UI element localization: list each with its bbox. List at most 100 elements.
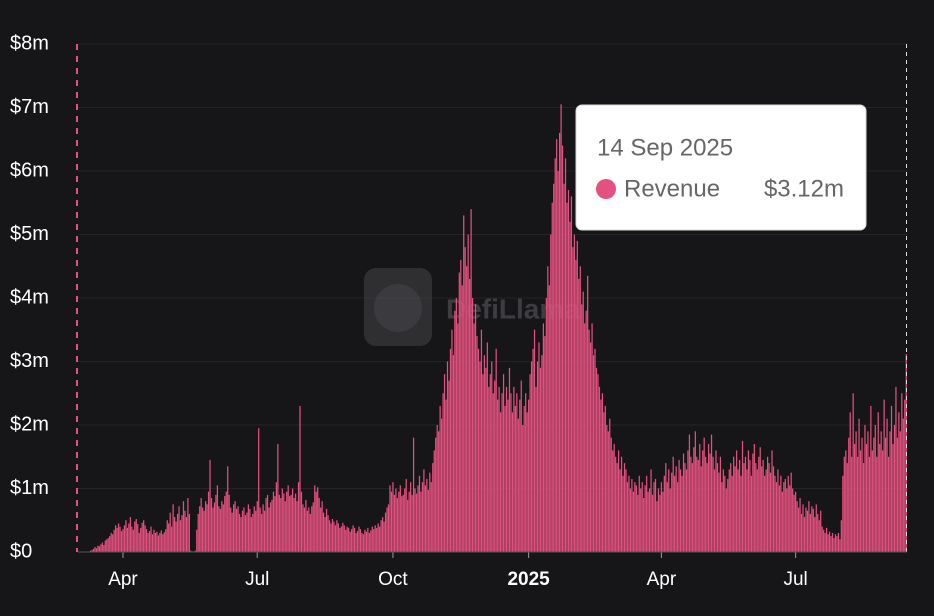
bar bbox=[852, 393, 854, 552]
bar bbox=[151, 534, 154, 552]
bar bbox=[442, 393, 444, 552]
bar bbox=[395, 488, 397, 552]
bar bbox=[641, 482, 643, 552]
bar bbox=[858, 418, 860, 552]
bar bbox=[268, 507, 270, 552]
x-tick-label: Jul bbox=[245, 569, 269, 590]
bar bbox=[610, 437, 612, 552]
bar bbox=[618, 450, 620, 552]
bar bbox=[678, 459, 680, 552]
bar bbox=[855, 431, 857, 552]
bar bbox=[184, 510, 186, 552]
bar bbox=[216, 485, 219, 552]
bar bbox=[399, 485, 401, 552]
bar bbox=[258, 428, 260, 552]
bar bbox=[126, 527, 129, 552]
bar bbox=[333, 521, 335, 552]
bar bbox=[464, 247, 466, 552]
bar bbox=[244, 515, 247, 552]
bar bbox=[246, 512, 248, 552]
bar bbox=[374, 525, 376, 552]
bar bbox=[274, 496, 276, 552]
bar bbox=[293, 498, 295, 552]
bar bbox=[252, 513, 254, 552]
bar bbox=[296, 501, 298, 552]
bar bbox=[563, 183, 565, 552]
bar bbox=[606, 425, 608, 552]
tooltip-value: $3.12m bbox=[764, 175, 844, 202]
bar bbox=[556, 139, 558, 552]
bar bbox=[831, 532, 834, 552]
bar bbox=[629, 488, 632, 552]
bar bbox=[408, 491, 410, 552]
bar bbox=[210, 498, 213, 552]
bar bbox=[289, 496, 291, 552]
bar bbox=[407, 499, 409, 552]
bar bbox=[718, 472, 720, 552]
y-tick-label: $6m bbox=[10, 159, 49, 181]
y-tick-label: $5m bbox=[10, 223, 49, 245]
bar bbox=[553, 183, 555, 552]
bar bbox=[187, 498, 189, 552]
bar bbox=[668, 469, 670, 552]
bar bbox=[501, 393, 503, 552]
bar bbox=[140, 527, 142, 552]
bar bbox=[368, 532, 370, 552]
bar bbox=[859, 450, 862, 552]
bar bbox=[156, 531, 158, 552]
bar bbox=[620, 456, 623, 552]
bar bbox=[225, 491, 227, 552]
bar bbox=[132, 529, 134, 552]
bar bbox=[95, 548, 98, 552]
bar bbox=[893, 425, 896, 552]
y-tick-label: $8m bbox=[10, 32, 49, 54]
bar bbox=[709, 453, 711, 552]
bar bbox=[545, 298, 547, 552]
bar bbox=[671, 472, 673, 552]
bar bbox=[112, 534, 114, 552]
bar bbox=[623, 463, 626, 552]
bar bbox=[97, 545, 99, 552]
bar bbox=[778, 485, 781, 552]
bar bbox=[722, 469, 724, 552]
bar bbox=[705, 456, 707, 552]
bar bbox=[423, 469, 425, 552]
bar bbox=[707, 444, 710, 552]
bar bbox=[765, 469, 767, 552]
bar bbox=[749, 459, 751, 552]
bar bbox=[247, 504, 249, 552]
bar bbox=[494, 380, 496, 552]
bar bbox=[529, 374, 531, 552]
bar bbox=[299, 405, 301, 552]
bar bbox=[179, 520, 182, 552]
bar bbox=[848, 437, 850, 552]
bar bbox=[157, 535, 160, 552]
bar bbox=[321, 501, 323, 552]
bar bbox=[696, 456, 698, 552]
bar bbox=[557, 171, 559, 552]
bar bbox=[873, 437, 875, 552]
bar bbox=[169, 512, 171, 552]
bar bbox=[575, 259, 577, 552]
bar bbox=[677, 482, 679, 552]
bar bbox=[814, 517, 816, 552]
bar bbox=[153, 529, 155, 552]
bar bbox=[154, 532, 157, 552]
bar bbox=[218, 506, 220, 552]
bar bbox=[896, 437, 899, 552]
bars bbox=[89, 104, 907, 553]
bar bbox=[864, 425, 866, 552]
bar bbox=[619, 469, 621, 552]
bar bbox=[884, 437, 887, 552]
bar bbox=[660, 482, 663, 552]
bar bbox=[393, 494, 396, 552]
y-tick-label: $2m bbox=[10, 413, 49, 435]
bar bbox=[685, 469, 688, 552]
bar bbox=[318, 498, 320, 552]
bar bbox=[420, 491, 422, 552]
bar bbox=[196, 529, 198, 552]
bar bbox=[466, 266, 468, 552]
bar bbox=[277, 444, 279, 552]
bar bbox=[663, 475, 665, 552]
bar bbox=[609, 418, 611, 552]
